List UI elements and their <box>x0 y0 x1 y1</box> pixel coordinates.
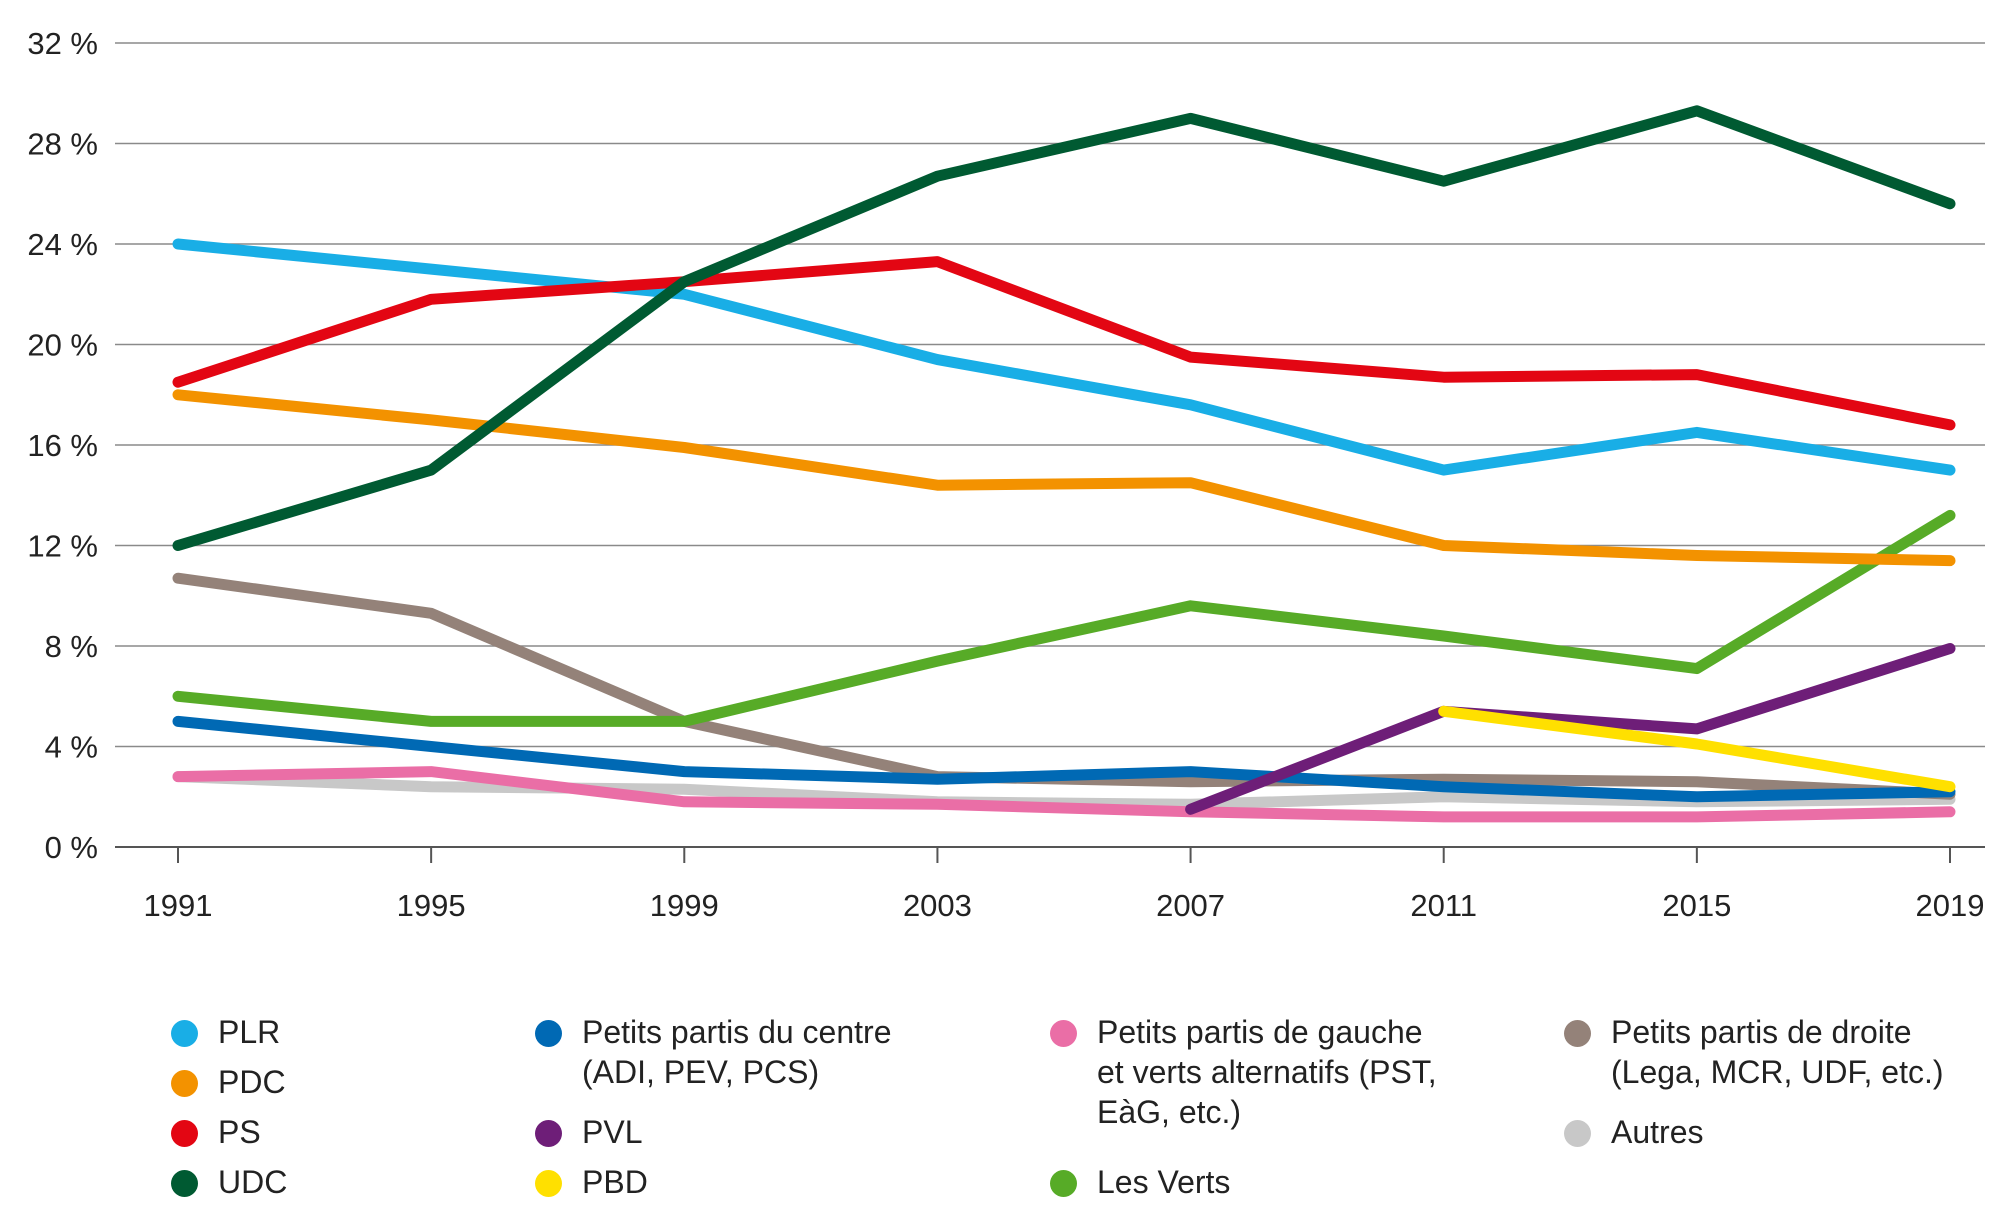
legend-item-verts: Les Verts <box>1050 1162 1230 1202</box>
x-tick-label: 2019 <box>1916 888 1985 923</box>
legend-label-plr: PLR <box>218 1014 281 1050</box>
legend-label-verts: Les Verts <box>1097 1164 1231 1200</box>
series-line-8 <box>172 509 1956 727</box>
legend-item-droite: Petits partis de droite (Lega, MCR, UDF,… <box>1564 1012 1944 1092</box>
legend-item-centre: Petits partis du centre (ADI, PEV, PCS) <box>535 1012 891 1092</box>
legend-label-ps: PS <box>218 1114 261 1150</box>
legend-dot-ps <box>171 1120 198 1147</box>
series-line-5 <box>1185 643 1956 815</box>
y-axis-ticks: 0 % 4 % 8 % 12 % 16 % 20 % 24 % 28 % 32 % <box>27 26 98 865</box>
legend-label-centre: Petits partis du centre (ADI, PEV, PCS) <box>582 1014 892 1090</box>
y-tick-label: 8 % <box>45 629 98 664</box>
x-tick-label: 1991 <box>144 888 213 923</box>
legend-label-droite: Petits partis de droite (Lega, MCR, UDF,… <box>1611 1014 1944 1090</box>
legend-dot-udc <box>171 1170 198 1197</box>
legend-dot-pdc <box>171 1070 198 1097</box>
series-line-4 <box>172 715 1956 803</box>
x-tick-label: 2003 <box>903 888 972 923</box>
legend-item-plr: PLR <box>171 1012 280 1052</box>
y-tick-label: 20 % <box>27 328 98 363</box>
legend-item-pbd: PBD <box>535 1162 648 1202</box>
legend-dot-pbd <box>535 1170 562 1197</box>
y-tick-label: 16 % <box>27 428 98 463</box>
x-tick-label: 2011 <box>1410 888 1477 923</box>
y-tick-label: 0 % <box>45 830 98 865</box>
y-tick-label: 24 % <box>27 227 98 262</box>
y-tick-label: 4 % <box>45 730 98 765</box>
legend-label-pdc: PDC <box>218 1064 286 1100</box>
y-tick-label: 32 % <box>27 26 98 61</box>
series-line-7 <box>172 766 1956 823</box>
x-tick-label: 2015 <box>1662 888 1731 923</box>
series-line-0 <box>172 238 1956 476</box>
legend-item-autres: Autres <box>1564 1112 1703 1152</box>
legend-dot-gauche <box>1050 1020 1077 1047</box>
legend-dot-pvl <box>535 1120 562 1147</box>
x-tick-label: 2007 <box>1156 888 1225 923</box>
series-line-1 <box>172 389 1956 567</box>
legend-label-pvl: PVL <box>582 1114 643 1150</box>
legend-dot-centre <box>535 1020 562 1047</box>
x-tick-label: 1995 <box>397 888 466 923</box>
legend-dot-plr <box>171 1020 198 1047</box>
series-line-2 <box>172 256 1956 431</box>
legend-label-udc: UDC <box>218 1164 288 1200</box>
series-lines <box>172 105 1956 823</box>
x-tick-label: 1999 <box>650 888 719 923</box>
legend-item-pvl: PVL <box>535 1112 642 1152</box>
series-line-6 <box>1438 705 1956 793</box>
series-line-3 <box>172 105 1956 551</box>
legend-dot-verts <box>1050 1170 1077 1197</box>
legend-label-gauche: Petits partis de gauche et verts alterna… <box>1097 1014 1437 1130</box>
legend-dot-droite <box>1564 1020 1591 1047</box>
legend-item-gauche: Petits partis de gauche et verts alterna… <box>1050 1012 1437 1132</box>
y-tick-label: 28 % <box>27 127 98 162</box>
legend-label-autres: Autres <box>1611 1114 1704 1150</box>
legend-item-udc: UDC <box>171 1162 287 1202</box>
legend-label-pbd: PBD <box>582 1164 648 1200</box>
legend-dot-autres <box>1564 1120 1591 1147</box>
legend-item-pdc: PDC <box>171 1062 286 1102</box>
x-axis-ticks: 1991 1995 1999 2003 2007 2011 2015 2019 <box>144 847 1985 923</box>
y-tick-label: 12 % <box>27 529 98 564</box>
legend-item-ps: PS <box>171 1112 261 1152</box>
